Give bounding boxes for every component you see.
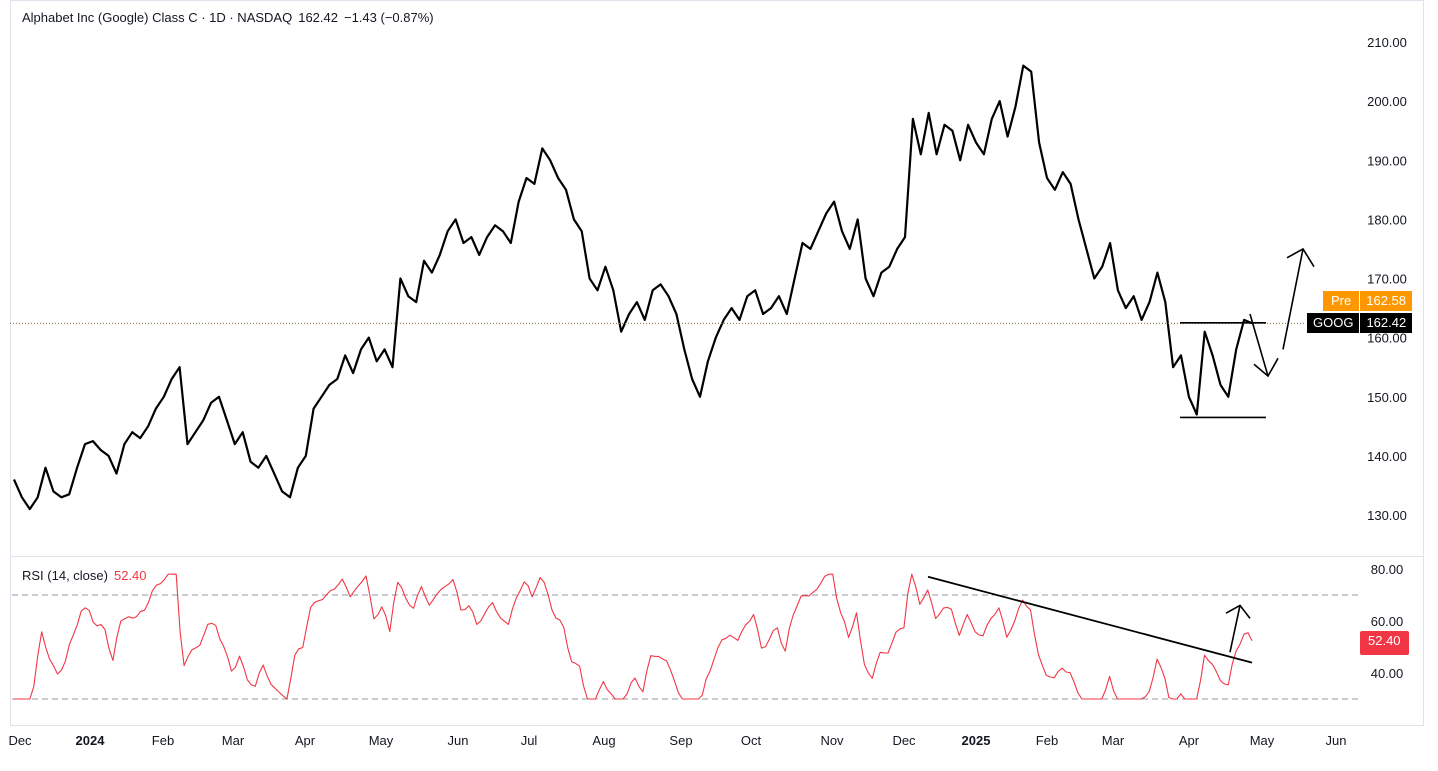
rsi-badge: 52.40 (1360, 631, 1409, 655)
axis-layer: 130.00 140.00 150.00 160.00 170.00 180.00 190.… (8, 35, 1406, 748)
ticker-value: 162.42 (1360, 313, 1413, 333)
price-y-tick-label: 200.00 (1367, 94, 1407, 109)
price-y-tick-label: 140.00 (1367, 449, 1407, 464)
rsi-y-tick-label: 60.00 (1371, 614, 1404, 629)
price-y-tick-label: 150.00 (1367, 390, 1407, 405)
x-tick-label: 2024 (76, 733, 106, 748)
rsi-breakout-leg (1229, 605, 1241, 653)
x-tick-label: Sep (669, 733, 692, 748)
price-y-tick-label: 190.00 (1367, 153, 1407, 168)
header-legend: Alphabet Inc (Google) Class C · 1D · NAS… (22, 10, 434, 25)
x-tick-label: Jun (448, 733, 469, 748)
x-tick-label: Jul (521, 733, 538, 748)
price-series-line (12, 64, 1253, 511)
pre-value: 162.58 (1360, 291, 1412, 311)
x-tick-label: Feb (1036, 733, 1058, 748)
change-text: −1.43 (−0.87%) (343, 10, 434, 25)
x-tick-label: Mar (1102, 733, 1125, 748)
x-tick-label: Apr (1179, 733, 1200, 748)
x-tick-label: May (1250, 733, 1275, 748)
price-y-tick-label: 210.00 (1367, 35, 1407, 50)
rsi-badge-value: 52.40 (1368, 633, 1401, 648)
ticker-badge: GOOG 162.42 (1307, 313, 1413, 333)
x-tick-label: Dec (8, 733, 32, 748)
projection-up-arrowhead (1286, 247, 1315, 268)
x-tick-label: Dec (892, 733, 916, 748)
last-price-text: 162.42 (298, 10, 338, 25)
x-tick-label: May (369, 733, 394, 748)
rsi-y-tick-label: 80.00 (1371, 562, 1404, 577)
rsi-series-line (14, 573, 1253, 700)
price-y-tick-label: 130.00 (1367, 508, 1407, 523)
symbol-title: Alphabet Inc (Google) Class C · 1D · NAS… (22, 10, 293, 25)
x-tick-label: Feb (152, 733, 174, 748)
projection-up-leg (1282, 248, 1304, 350)
price-panel-frame (10, 0, 1424, 557)
x-tick-label: Apr (295, 733, 316, 748)
pre-badge: Pre 162.58 (1323, 291, 1412, 311)
x-tick-label: Jun (1326, 733, 1347, 748)
price-layer (10, 64, 1315, 511)
x-tick-label: Mar (222, 733, 245, 748)
rsi-legend: RSI (14, close) 52.40 (22, 568, 147, 583)
price-y-tick-label: 160.00 (1367, 331, 1407, 346)
rsi-y-tick-label: 40.00 (1371, 666, 1404, 681)
rsi-layer (12, 573, 1360, 700)
rsi-trendline (927, 575, 1253, 664)
rsi-title: RSI (14, close) (22, 568, 108, 583)
x-tick-label: Nov (820, 733, 844, 748)
x-tick-label: 2025 (962, 733, 991, 748)
ticker-label: GOOG (1307, 313, 1360, 333)
x-tick-label: Aug (592, 733, 615, 748)
x-tick-label: Oct (741, 733, 762, 748)
projection-down-leg (1249, 313, 1269, 377)
price-y-tick-label: 170.00 (1367, 272, 1407, 287)
price-y-tick-label: 180.00 (1367, 212, 1407, 227)
pre-label: Pre (1323, 291, 1360, 311)
projection-down-arrowhead (1253, 357, 1279, 378)
rsi-panel-frame (10, 556, 1424, 726)
rsi-legend-value: 52.40 (113, 568, 147, 583)
rsi-breakout-arrowhead (1225, 604, 1251, 619)
